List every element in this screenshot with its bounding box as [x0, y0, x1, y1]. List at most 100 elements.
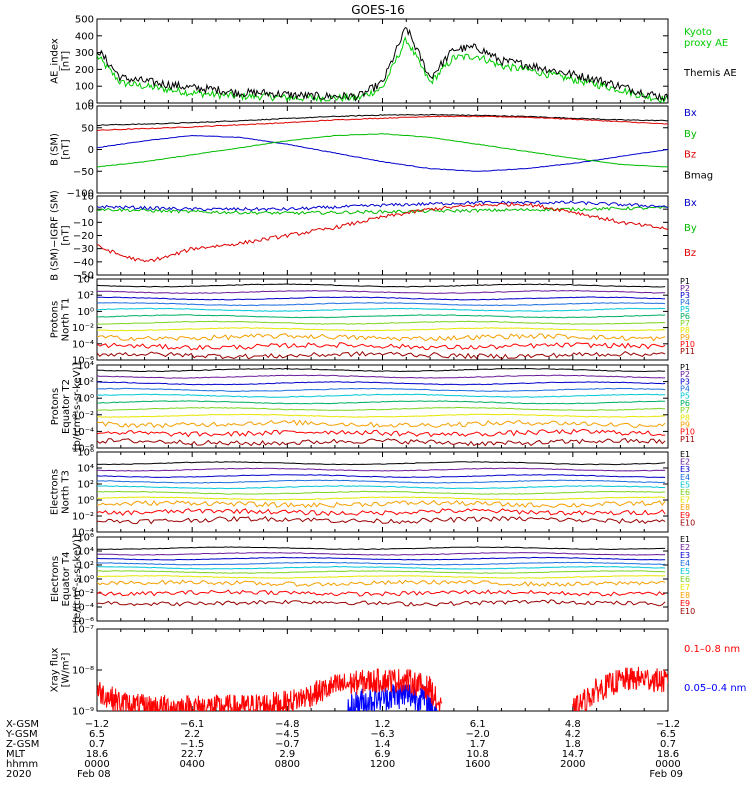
footer-cell: 0.7	[660, 739, 676, 750]
legend-entry: P4	[680, 298, 690, 307]
y-tick-label: 400	[75, 31, 94, 42]
series-dbx	[97, 200, 668, 212]
series-channel-5	[97, 565, 666, 570]
y-axis-label: B (SM)	[50, 133, 61, 166]
series-kyoto-ae	[97, 36, 668, 103]
series-channel-7	[97, 406, 666, 411]
footer-cell: −2.0	[466, 729, 490, 740]
y-tick-label: 10⁻²	[72, 512, 94, 523]
series-dby	[97, 205, 668, 216]
footer-cell: 1.8	[565, 739, 581, 750]
footer-cell: −0.7	[275, 739, 299, 750]
footer-cell: 0800	[275, 759, 300, 770]
series-channel-11	[97, 350, 666, 360]
legend-entry: P8	[680, 413, 690, 422]
legend-entry: Bx	[684, 108, 697, 119]
y-tick-label: −10	[73, 218, 94, 229]
y-axis-label: Electrons	[50, 556, 61, 602]
legend-entry: P1	[680, 363, 690, 372]
y-tick-label: −40	[73, 257, 94, 268]
series-channel-4	[97, 387, 666, 392]
y-tick-label: 10²	[77, 377, 94, 388]
series-channel-6	[97, 314, 666, 319]
footer-cell: 1.4	[375, 739, 391, 750]
panel-pt1: 10⁴ 10² 10⁰ 10⁻² 10⁻⁴ 10⁻⁶ Protons North T1 P1P2…	[50, 275, 696, 367]
series-channel-2	[97, 552, 666, 556]
y-tick-label: 10⁻⁴	[72, 427, 94, 438]
legend-entry: By	[684, 223, 697, 234]
series-channel-9	[97, 589, 666, 597]
series-channel-3	[97, 296, 666, 301]
y-axis-label: North T1	[61, 298, 72, 342]
y-axis-label: Equator T4	[61, 552, 72, 607]
legend-entry: P7	[680, 319, 690, 328]
series-channel-9	[97, 333, 666, 342]
legend-entry: E9	[680, 599, 690, 608]
legend-entry: P7	[680, 406, 690, 415]
series-channel-2	[97, 289, 666, 295]
legend-entry: P2	[680, 370, 690, 379]
footer-cell: 10.8	[467, 749, 489, 760]
footer-cell: 0.7	[89, 739, 105, 750]
series-channel-5	[97, 307, 666, 312]
legend-entry: E8	[680, 503, 690, 512]
series-channel-6	[97, 490, 666, 495]
y-tick-label: −50	[73, 167, 94, 178]
ephemeris-footer: X-GSMY-GSMZ-GSMMLThhmm2020−1.26.50.718.6…	[5, 719, 683, 780]
y-tick-label: 10⁶	[77, 533, 94, 544]
y-tick-label: 50	[81, 123, 94, 134]
legend-entry: E3	[680, 551, 690, 560]
legend-entry: P6	[680, 399, 690, 408]
y-tick-label: 10⁻⁹	[72, 707, 94, 718]
legend-entry: P6	[680, 312, 690, 321]
legend-entry: P5	[680, 305, 690, 314]
panel-et4: 10⁶ 10⁴ 10² 10⁰ 10⁻² 10⁻⁴ 10⁻⁶ Electrons Equator…	[50, 533, 695, 628]
legend-entry: E2	[680, 543, 690, 552]
series-by	[97, 133, 668, 168]
y-tick-label: 10⁻⁶	[72, 444, 94, 455]
footer-cell: 1600	[465, 759, 490, 770]
legend-entry: P8	[680, 326, 690, 335]
series-channel-7	[97, 320, 666, 325]
legend-entry: E9	[680, 511, 690, 520]
legend-entry: E4	[680, 473, 690, 482]
y-tick-label: 10⁰	[77, 307, 94, 318]
series-channel-9	[97, 508, 666, 517]
legend-entry: E7	[680, 496, 690, 505]
legend-entry: 0.1–0.8 nm	[684, 644, 740, 655]
y-tick-label: 10⁻²	[72, 323, 94, 334]
footer-cell: −4.8	[275, 719, 299, 730]
legend-entry: Bx	[684, 198, 697, 209]
legend-entry: E5	[680, 480, 690, 489]
panel-pt2: 10⁴ 10² 10⁰ 10⁻² 10⁻⁴ 10⁻⁶ Protons Equator T2 [p…	[50, 361, 695, 455]
y-axis-label: AE_index	[50, 38, 61, 84]
legend-entry: P1	[680, 277, 690, 286]
series-channel-10	[97, 599, 666, 607]
legend-entry: P3	[680, 377, 690, 386]
y-tick-label: −50	[73, 271, 94, 282]
y-tick-label: 10⁻²	[72, 589, 94, 600]
legend-entry: P3	[680, 291, 690, 300]
series-channel-2	[97, 374, 666, 379]
series-channel-6	[97, 570, 666, 574]
y-tick-label: 10⁴	[77, 547, 94, 558]
legend-entry: E7	[680, 583, 690, 592]
y-tick-label: −100	[67, 189, 94, 200]
legend-entry: P5	[680, 392, 690, 401]
panel-frame-ae	[96, 18, 669, 104]
y-tick-label: 0	[88, 99, 94, 110]
y-tick-label: 10	[81, 192, 94, 203]
y-tick-label: 10⁶	[77, 448, 94, 459]
legend-entry: Kyoto	[684, 27, 712, 38]
footer-cell: 1200	[370, 759, 395, 770]
plot-title: GOES-16	[351, 3, 405, 17]
series-channel-3	[97, 474, 666, 479]
legend-entry: P9	[680, 333, 690, 342]
series-channel-2	[97, 467, 666, 472]
series-bz	[97, 115, 668, 132]
footer-cell: −6.3	[370, 729, 394, 740]
data-et3	[97, 461, 666, 525]
